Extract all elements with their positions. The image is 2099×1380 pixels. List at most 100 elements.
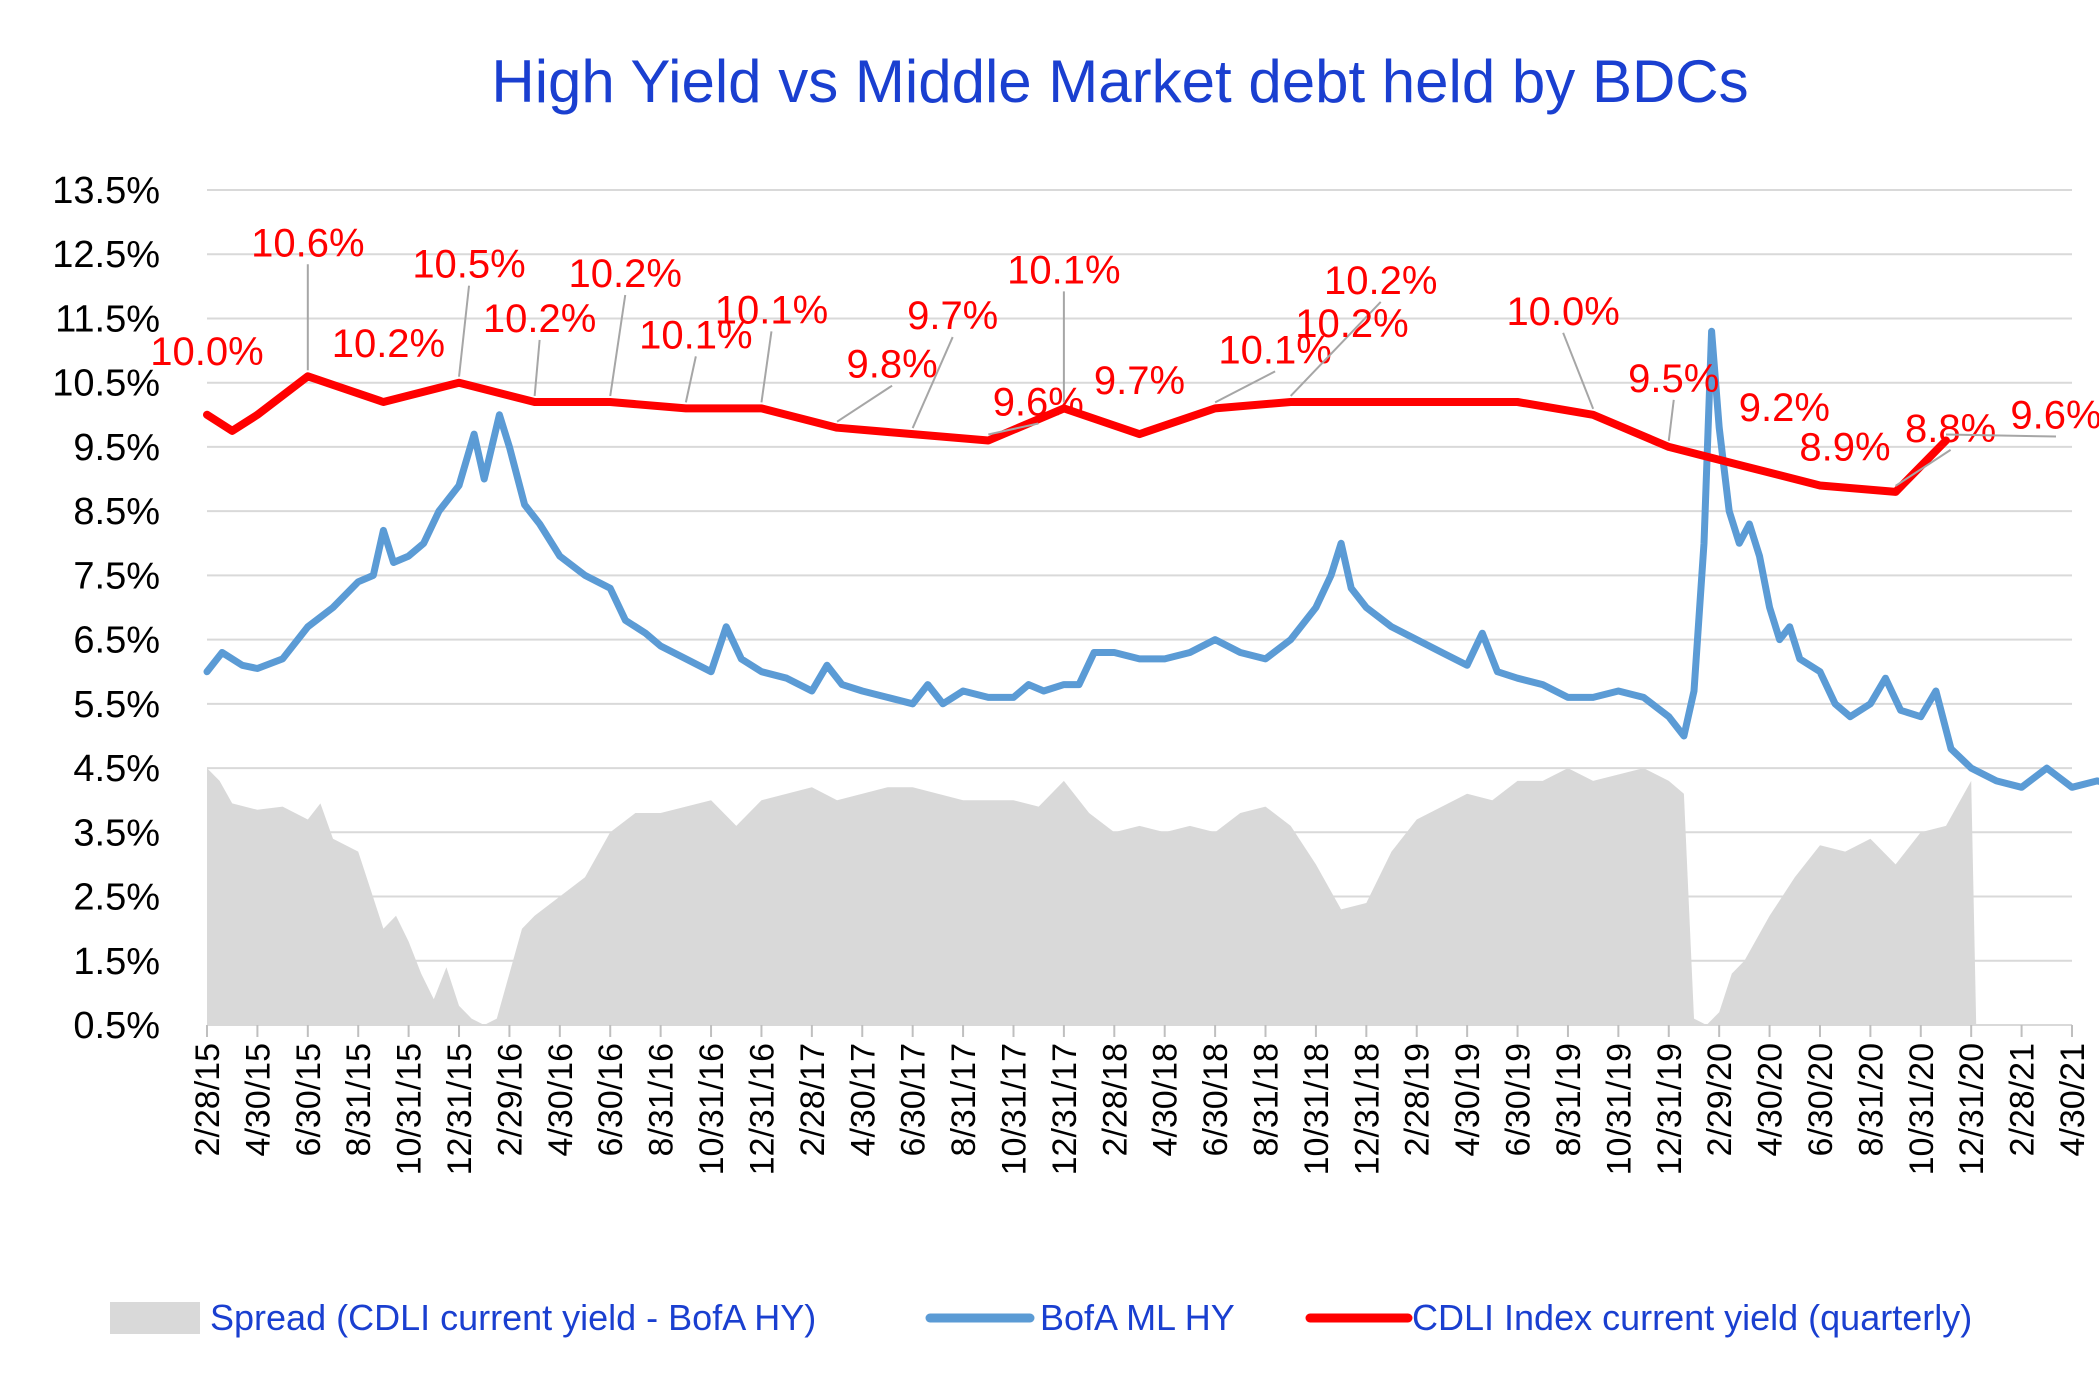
x-tick-label: 4/30/19 <box>1449 1043 1487 1156</box>
label-leader-line <box>533 339 541 397</box>
y-tick-label: 2.5% <box>73 877 160 919</box>
x-tick-label: 6/30/20 <box>1802 1043 1840 1156</box>
legend-swatch-spread <box>110 1302 200 1334</box>
spread-area-layer <box>207 768 1977 1025</box>
cdli-data-label: 10.1% <box>1007 248 1120 292</box>
x-tick-label: 4/30/17 <box>844 1043 882 1156</box>
label-leader-line <box>988 422 1039 436</box>
cdli-data-label: 10.6% <box>251 221 364 265</box>
cdli-data-label: 8.9% <box>1799 425 1890 469</box>
y-tick-label: 7.5% <box>73 555 160 597</box>
spread-area <box>207 768 1977 1025</box>
x-tick-label: 8/31/16 <box>643 1043 681 1156</box>
label-leader-line <box>684 356 697 403</box>
x-tick-label: 2/29/16 <box>491 1043 529 1156</box>
y-tick-label: 0.5% <box>73 1005 160 1047</box>
label-leader-line <box>836 384 893 423</box>
label-leader-line <box>1667 399 1675 442</box>
y-axis: 13.5% 12.5% 11.5% 10.5% 9.5% 8.5% 7.5% 6.5% 5.5%… <box>52 170 160 1047</box>
legend-label-cdli: CDLI Index current yield (quarterly) <box>1412 1297 1972 1338</box>
x-tick-label: 4/30/18 <box>1147 1043 1185 1156</box>
cdli-data-label: 10.0% <box>150 330 263 374</box>
label-leader-line <box>609 294 627 397</box>
x-tick-label: 2/28/21 <box>2004 1043 2042 1156</box>
cdli-data-label: 10.0% <box>1506 290 1619 334</box>
series-lines-layer <box>203 327 2099 791</box>
y-tick-label: 9.5% <box>73 427 160 469</box>
y-tick-label: 4.5% <box>73 748 160 790</box>
cdli-data-label: 10.2% <box>483 297 596 341</box>
legend: Spread (CDLI current yield - BofA HY) Bo… <box>110 1297 1972 1338</box>
x-tick-label: 8/31/15 <box>340 1043 378 1156</box>
legend-item-bofa: BofA ML HY <box>925 1297 1235 1338</box>
x-tick-label: 6/30/16 <box>592 1043 630 1156</box>
x-tick-label: 4/30/20 <box>1752 1043 1790 1156</box>
x-tick-label: 6/30/15 <box>290 1043 328 1156</box>
cdli-yield-line <box>203 372 1950 496</box>
x-tick-label: 8/31/20 <box>1852 1043 1890 1156</box>
x-tick-label: 6/30/18 <box>1197 1043 1235 1156</box>
x-tick-label: 2/28/17 <box>794 1043 832 1156</box>
cdli-data-label: 9.5% <box>1628 357 1719 401</box>
y-tick-label: 3.5% <box>73 812 160 854</box>
legend-label-bofa: BofA ML HY <box>1040 1297 1235 1338</box>
x-tick-label: 12/31/17 <box>1046 1043 1084 1175</box>
cdli-data-label: 10.2% <box>569 252 682 296</box>
legend-item-cdli: CDLI Index current yield (quarterly) <box>1305 1297 1972 1338</box>
cdli-data-label: 10.1% <box>1218 328 1331 372</box>
label-leader-line <box>1945 433 2057 438</box>
x-tick-label: 2/28/19 <box>1399 1043 1437 1156</box>
label-leader-line <box>458 285 471 377</box>
label-leader-line <box>1214 370 1276 404</box>
cdli-data-label: 9.6% <box>2010 394 2099 438</box>
cdli-data-label: 8.8% <box>1905 407 1996 451</box>
x-tick-label: 10/31/16 <box>693 1043 731 1175</box>
y-tick-label: 1.5% <box>73 941 160 983</box>
x-tick-label: 2/29/20 <box>1701 1043 1739 1156</box>
bofa-hy-line <box>203 327 2099 791</box>
legend-item-spread: Spread (CDLI current yield - BofA HY) <box>110 1297 816 1338</box>
label-leader-line <box>1895 449 1952 487</box>
x-tick-label: 12/31/16 <box>743 1043 781 1175</box>
cdli-data-label: 10.2% <box>1295 302 1408 346</box>
y-tick-label: 12.5% <box>52 234 160 276</box>
label-leader-line <box>911 336 954 429</box>
x-tick-label: 2/28/18 <box>1096 1043 1134 1156</box>
x-tick-label: 10/31/19 <box>1600 1043 1638 1175</box>
y-tick-label: 5.5% <box>73 684 160 726</box>
label-leader-line <box>1562 332 1595 410</box>
cdli-data-label: 9.2% <box>1739 386 1830 430</box>
x-tick-label: 12/31/19 <box>1651 1043 1689 1175</box>
cdli-data-label: 10.2% <box>332 322 445 366</box>
cdli-data-label: 10.5% <box>412 243 525 287</box>
x-tick-label: 10/31/15 <box>391 1043 429 1175</box>
cdli-data-label: 10.1% <box>715 288 828 332</box>
x-tick-label: 8/31/19 <box>1550 1043 1588 1156</box>
x-tick-label: 6/30/17 <box>895 1043 933 1156</box>
label-leader-line <box>1289 301 1382 397</box>
x-tick-label: 2/28/15 <box>189 1043 227 1156</box>
x-tick-label: 8/31/17 <box>945 1043 983 1156</box>
x-tick-label: 6/30/19 <box>1500 1043 1538 1156</box>
cdli-data-label: 10.2% <box>1324 259 1437 303</box>
x-tick-label: 4/30/16 <box>542 1043 580 1156</box>
y-tick-label: 13.5% <box>52 170 160 212</box>
x-tick-label: 8/31/18 <box>1248 1043 1286 1156</box>
chart-title: High Yield vs Middle Market debt held by… <box>491 48 1748 115</box>
x-tick-label: 4/30/15 <box>239 1043 277 1156</box>
x-tick-label: 10/31/20 <box>1903 1043 1941 1175</box>
x-tick-label: 12/31/15 <box>441 1043 479 1175</box>
x-tick-label: 4/30/21 <box>2054 1043 2092 1156</box>
y-tick-label: 6.5% <box>73 620 160 662</box>
x-tick-label: 10/31/17 <box>995 1043 1033 1175</box>
x-tick-label: 12/31/18 <box>1348 1043 1386 1175</box>
x-tick-label: 12/31/20 <box>1953 1043 1991 1175</box>
cdli-data-label: 9.7% <box>1094 359 1185 403</box>
cdli-data-labels: 10.0%10.6%10.2%10.5%10.2%10.2%10.1%10.1%… <box>150 221 2099 487</box>
y-tick-label: 11.5% <box>55 298 160 340</box>
label-leader-line <box>760 331 773 403</box>
x-tick-label: 10/31/18 <box>1298 1043 1336 1175</box>
cdli-data-label: 9.7% <box>907 294 998 338</box>
